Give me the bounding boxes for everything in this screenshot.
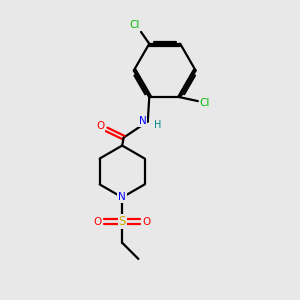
Text: N: N (139, 116, 146, 126)
Text: O: O (143, 217, 151, 226)
Text: S: S (118, 215, 126, 228)
Text: O: O (96, 121, 104, 131)
Text: Cl: Cl (129, 20, 140, 31)
Text: H: H (154, 120, 161, 130)
Text: O: O (93, 217, 102, 226)
Text: Cl: Cl (200, 98, 210, 108)
Text: N: N (118, 192, 126, 203)
